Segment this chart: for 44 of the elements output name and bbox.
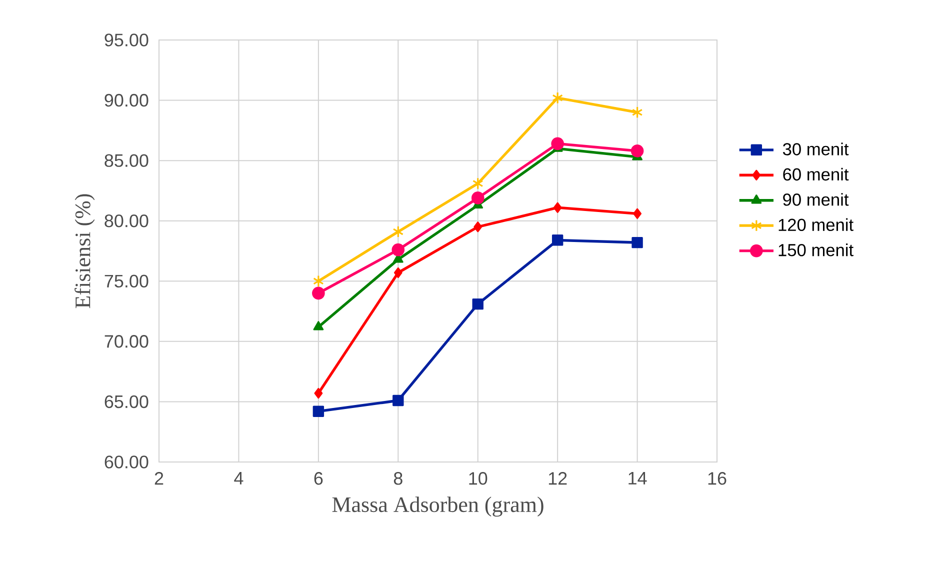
x-tick-label: 2: [154, 472, 164, 485]
y-tick-label: 65.00: [104, 395, 148, 408]
legend-label: 60 menit: [783, 168, 849, 181]
x-axis-title: Massa Adsorben (gram): [332, 496, 544, 517]
y-tick-label: 85.00: [104, 154, 148, 167]
point: [392, 394, 404, 406]
legend-label: 150 menit: [778, 244, 854, 256]
y-tick-label: 90.00: [104, 94, 148, 107]
point: [474, 222, 482, 232]
y-axis-title: Efisiensi (%): [74, 194, 95, 308]
x-tick-label: 4: [234, 472, 244, 484]
x-tick-label: 10: [469, 472, 488, 485]
point: [394, 267, 402, 278]
legend-label: 30 menit: [782, 142, 849, 156]
point: [630, 144, 644, 158]
x-tick-label: 16: [708, 472, 726, 485]
point: [553, 202, 562, 213]
point: [314, 388, 323, 399]
point: [552, 234, 564, 246]
x-tick-label: 6: [314, 472, 323, 485]
y-tick-label: 75.00: [104, 274, 148, 288]
point: [472, 298, 484, 310]
point: [472, 177, 484, 190]
point: [392, 226, 404, 238]
y-tick-label: 80.00: [104, 214, 148, 228]
legend-label: 90 menit: [783, 193, 849, 206]
x-tick-label: 8: [394, 472, 402, 485]
point: [632, 106, 643, 118]
legend-label: 120 menit: [778, 218, 854, 232]
y-tick-label: 95.00: [104, 34, 148, 46]
x-tick-label: 14: [628, 472, 647, 484]
point: [313, 321, 324, 330]
point: [552, 92, 563, 104]
point: [313, 275, 324, 288]
y-tick-label: 60.00: [104, 456, 148, 468]
point: [633, 208, 642, 219]
point: [551, 137, 564, 150]
point: [312, 286, 325, 300]
point: [471, 192, 484, 204]
y-tick-label: 70.00: [104, 335, 148, 348]
point: [392, 243, 405, 256]
point: [312, 406, 324, 417]
x-tick-label: 12: [548, 472, 567, 485]
point: [632, 236, 643, 248]
